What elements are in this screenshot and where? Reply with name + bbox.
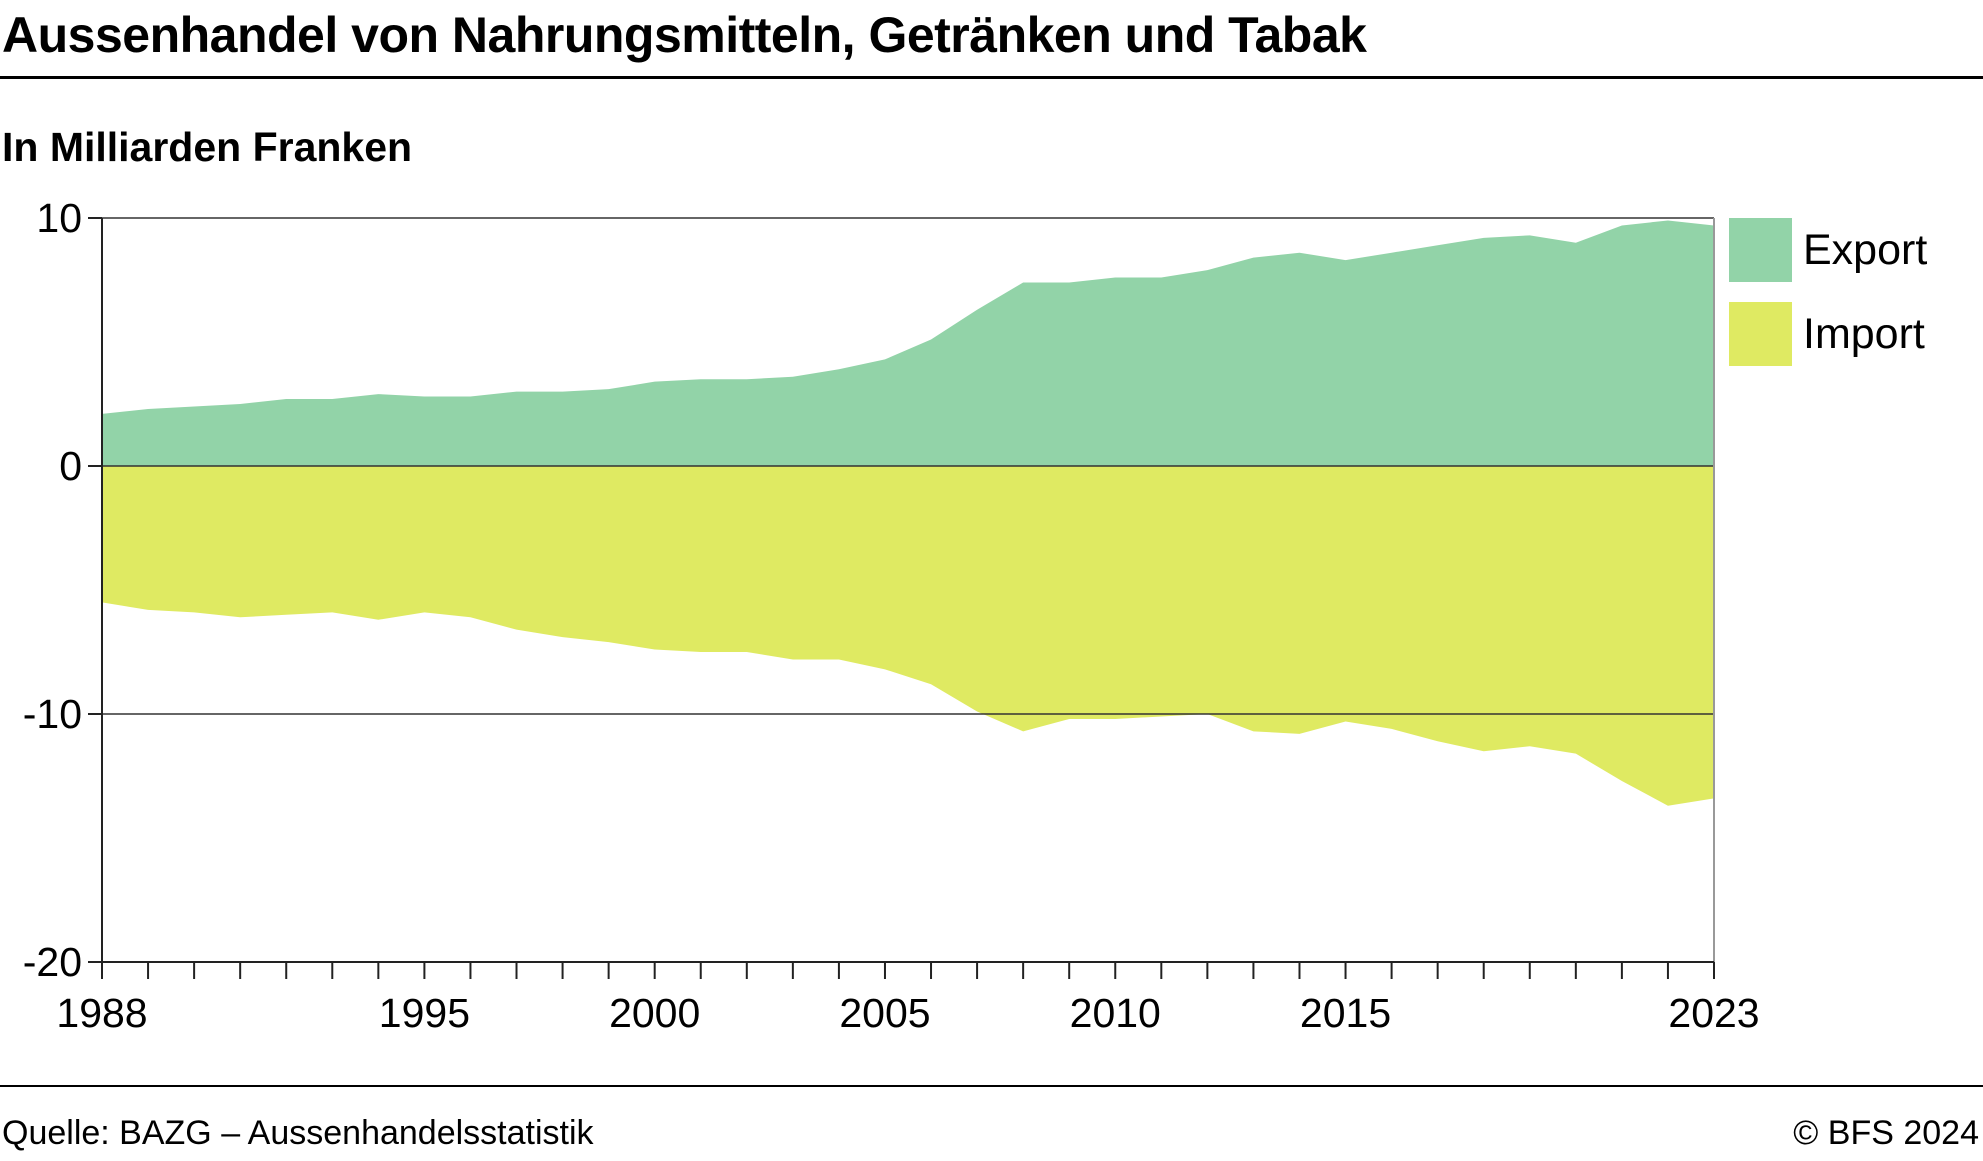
x-tick-label: 2010 bbox=[1070, 990, 1161, 1036]
chart-subtitle: In Milliarden Franken bbox=[2, 124, 413, 170]
y-axis: 10 0 -10 -20 bbox=[23, 195, 102, 985]
x-tick-label: 2023 bbox=[1668, 990, 1759, 1036]
legend: Export Import bbox=[1729, 218, 1927, 366]
chart-title: Aussenhandel von Nahrungsmitteln, Geträn… bbox=[2, 7, 1367, 63]
source-note: Quelle: BAZG – Aussenhandelsstatistik bbox=[2, 1114, 594, 1152]
legend-swatch-export bbox=[1729, 218, 1792, 282]
y-tick-label: -20 bbox=[23, 939, 82, 985]
x-tick-label: 2000 bbox=[609, 990, 700, 1036]
legend-label-export: Export bbox=[1803, 226, 1927, 274]
x-tick-label: 2015 bbox=[1300, 990, 1391, 1036]
x-tick-label: 2005 bbox=[839, 990, 930, 1036]
x-tick-label: 1988 bbox=[56, 990, 147, 1036]
area-export bbox=[102, 220, 1714, 466]
copyright-note: © BFS 2024 bbox=[1793, 1114, 1979, 1152]
y-tick-label: 0 bbox=[59, 443, 82, 489]
legend-swatch-import bbox=[1729, 302, 1792, 366]
x-axis: 1988 1995 2000 2005 2010 2015 2023 bbox=[56, 962, 1760, 1036]
x-tick-label: 1995 bbox=[379, 990, 470, 1036]
legend-label-import: Import bbox=[1803, 310, 1925, 358]
y-tick-label: -10 bbox=[23, 691, 82, 737]
chart-areas bbox=[102, 220, 1714, 806]
footer-rule bbox=[0, 1085, 1983, 1087]
y-tick-label: 10 bbox=[36, 195, 82, 241]
plot-frame bbox=[101, 217, 1715, 963]
title-rule bbox=[0, 76, 1983, 79]
area-import bbox=[102, 466, 1714, 806]
area-chart: 10 0 -10 -20 1988 1995 2000 2005 2010 2015 2023 E… bbox=[23, 195, 1928, 1036]
